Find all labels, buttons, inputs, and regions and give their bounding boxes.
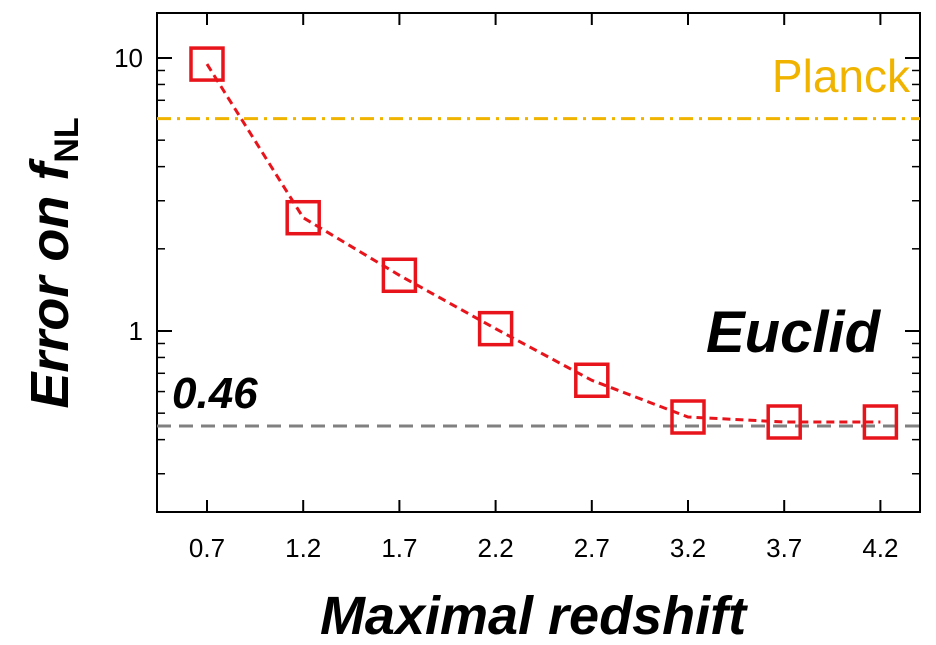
x-tick-label: 0.7 xyxy=(189,533,225,563)
data-point-marker xyxy=(766,404,802,440)
euclid-label: Euclid xyxy=(706,300,882,365)
x-tick-label: 2.7 xyxy=(574,533,610,563)
data-point-marker xyxy=(189,46,225,82)
y-tick-label: 10 xyxy=(114,43,143,73)
y-axis-label-main: Error on xyxy=(20,181,80,409)
data-point-marker xyxy=(477,310,514,347)
ref-labels: Planck 0.46 Euclid xyxy=(172,50,911,418)
x-tick-label: 3.7 xyxy=(766,533,802,563)
data-point-marker xyxy=(381,257,418,294)
y-tick-label: 1 xyxy=(129,316,143,346)
y-axis-label-sub: NL xyxy=(48,117,86,162)
series-markers xyxy=(189,46,899,440)
x-tick-label: 2.2 xyxy=(478,533,514,563)
data-point-marker xyxy=(670,399,706,435)
data-point-marker xyxy=(574,362,610,399)
planck-label: Planck xyxy=(772,50,911,102)
x-tick-label: 3.2 xyxy=(670,533,706,563)
reference-lines xyxy=(157,117,920,428)
x-axis-label: Maximal redshift xyxy=(320,586,748,645)
minor-ticks xyxy=(157,69,920,475)
x-tick-label: 4.2 xyxy=(862,533,898,563)
y-axis-label: Error on fNL xyxy=(20,117,86,408)
plot-frame xyxy=(156,12,921,513)
y-ticks: 1 10 xyxy=(114,43,920,346)
y-axis-label-f: f xyxy=(20,158,80,181)
data-point-marker xyxy=(862,404,899,440)
data-point-marker xyxy=(285,199,321,236)
x-tick-label: 1.7 xyxy=(381,533,417,563)
x-tick-label: 1.2 xyxy=(285,533,321,563)
limit-value-label: 0.46 xyxy=(172,369,258,418)
x-ticks: 0.7 1.2 1.7 2.2 2.7 3.2 3.7 4.2 xyxy=(189,13,898,563)
